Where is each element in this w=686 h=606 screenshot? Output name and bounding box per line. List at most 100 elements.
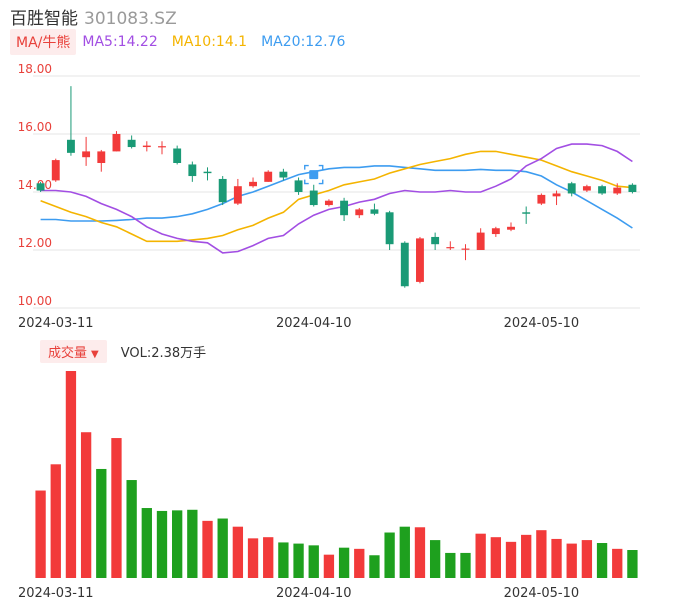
volume-indicator-toggle[interactable]: 成交量 ▼ (40, 339, 107, 363)
candle-body (66, 139, 75, 153)
candle-body (385, 212, 394, 245)
candle-body (507, 226, 515, 230)
candle-body (491, 228, 500, 235)
candle-body (97, 151, 106, 163)
volume-bar (354, 548, 365, 578)
y-tick-label: 10.00 (18, 294, 52, 308)
candle-body (233, 186, 242, 204)
volume-bar (35, 490, 46, 578)
volume-bar (596, 543, 608, 578)
volume-bar (612, 548, 623, 578)
candle-body (36, 183, 45, 191)
volume-bar (217, 518, 228, 578)
ma20-value: MA20:12.76 (261, 34, 346, 50)
volume-bar (156, 510, 168, 578)
candle-body (82, 151, 91, 158)
volume-bar (308, 545, 319, 578)
y-tick-label: 12.00 (18, 236, 52, 250)
stock-name: 百胜智能 (10, 9, 78, 29)
volume-bar (490, 537, 501, 578)
volume-legend: 成交量 ▼ VOL:2.38万手 (40, 339, 207, 363)
candle-body (522, 212, 531, 214)
volume-bar (187, 509, 198, 578)
volume-bar (232, 526, 244, 578)
candle-body (249, 181, 257, 187)
volume-bar (414, 527, 426, 578)
candle-body (51, 160, 60, 181)
candle-body (294, 180, 303, 192)
volume-bar (96, 468, 107, 578)
candle-body (264, 171, 273, 182)
candle-body (400, 242, 409, 287)
volume-bar (521, 534, 532, 578)
price-x-tick-label: 2024-04-10 (276, 316, 352, 331)
volume-bar (445, 552, 456, 578)
crosshair-icon[interactable] (304, 164, 324, 185)
volume-bar (338, 547, 350, 578)
volume-bar (65, 371, 77, 578)
ma-legend: MA/牛熊 MA5:14.22 MA10:14.1 MA20:12.76 (10, 29, 346, 55)
stock-code: 301083.SZ (84, 9, 177, 29)
candle-body (279, 171, 288, 178)
volume-bar (551, 538, 562, 578)
ma10-value: MA10:14.1 (171, 34, 248, 50)
candle-body (567, 183, 576, 194)
volume-bar (172, 510, 183, 578)
candle-body (461, 248, 470, 250)
volume-bar (323, 554, 335, 578)
volume-bar (536, 530, 547, 578)
candle-body (355, 209, 364, 216)
candle-body (476, 232, 485, 250)
candle-body (340, 200, 349, 216)
volume-x-tick-label: 2024-05-10 (504, 586, 580, 601)
volume-bar (202, 520, 213, 578)
volume-bar (141, 508, 152, 578)
candle-body (142, 145, 151, 148)
candle-body (416, 238, 424, 282)
volume-bar (475, 533, 486, 578)
volume-value: VOL:2.38万手 (120, 345, 207, 361)
volume-bar (429, 540, 441, 578)
volume-bar (505, 541, 517, 578)
candle-body (446, 247, 455, 249)
volume-x-tick-label: 2024-03-11 (18, 586, 94, 601)
ma5-line (40, 143, 633, 254)
price-x-tick-label: 2024-03-11 (18, 316, 94, 331)
candle-body (598, 186, 607, 194)
candle-body (173, 148, 182, 163)
candle-body (112, 134, 121, 152)
candle-body (613, 187, 622, 194)
candle-body (309, 190, 318, 206)
candle-body (582, 186, 591, 191)
candle-body (552, 193, 561, 197)
volume-bar (460, 552, 471, 578)
candle-body (537, 194, 546, 204)
y-tick-label: 16.00 (18, 120, 52, 134)
stock-header: 百胜智能 301083.SZ (10, 4, 177, 29)
volume-bar (111, 438, 122, 578)
candle-body (431, 236, 440, 245)
volume-bar (293, 543, 304, 578)
candle-body (370, 209, 379, 214)
candle-body (324, 200, 333, 206)
ma10-line (40, 150, 633, 243)
ma20-line (40, 165, 633, 229)
volume-bar (581, 540, 593, 578)
volume-bar (80, 432, 92, 578)
candle-body (158, 146, 166, 148)
volume-bar (399, 526, 410, 578)
ma-indicator-toggle[interactable]: MA/牛熊 (10, 29, 77, 55)
volume-x-tick-label: 2024-04-10 (276, 586, 352, 601)
volume-bar (247, 538, 259, 578)
candle-body (218, 178, 227, 203)
volume-toggle-label: 成交量 (48, 345, 88, 361)
volume-bar (627, 550, 638, 578)
volume-bar (278, 542, 289, 578)
volume-bar (50, 464, 61, 578)
candle-body (127, 139, 136, 148)
candle-body (188, 164, 197, 177)
volume-bar (384, 532, 395, 578)
candle-body (628, 184, 637, 192)
ma5-value: MA5:14.22 (82, 34, 158, 50)
